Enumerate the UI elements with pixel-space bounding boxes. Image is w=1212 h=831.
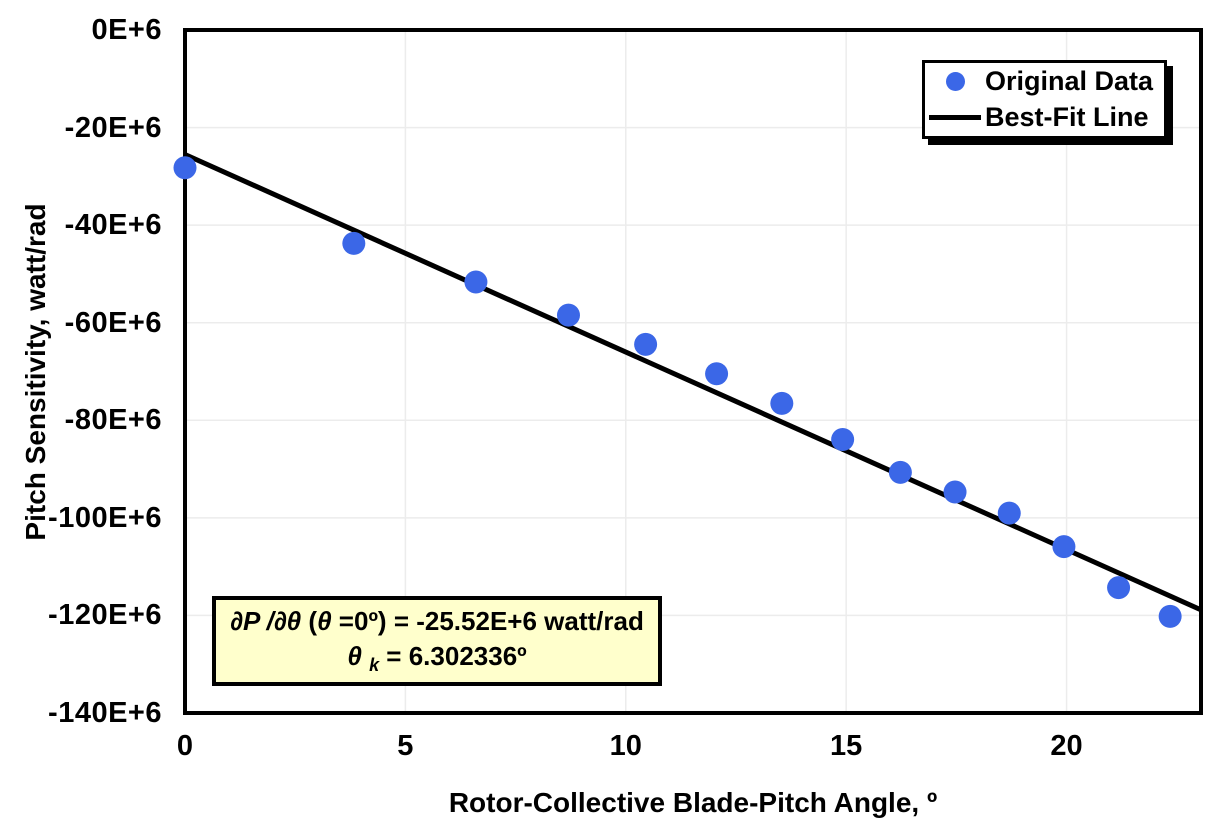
x-tick-label: 20 (1050, 731, 1082, 761)
dot-marker-icon (946, 72, 965, 91)
data-point (174, 156, 197, 179)
data-point (1159, 605, 1182, 628)
x-tick-label: 15 (830, 731, 862, 761)
legend-label: Best-Fit Line (985, 102, 1149, 133)
pitch-sensitivity-chart: 0E+6-20E+6-40E+6-60E+6-80E+6-100E+6-120E… (0, 0, 1212, 831)
y-tick-label: -20E+6 (4, 113, 162, 143)
data-point (831, 428, 854, 451)
best-fit-line (185, 155, 1201, 610)
annotation-box: ∂P /∂θ (θ =0º) = -25.52E+6 watt/rad θ k … (212, 596, 662, 686)
y-tick-label: -140E+6 (4, 698, 162, 728)
annotation-line-1: ∂P /∂θ (θ =0º) = -25.52E+6 watt/rad (230, 608, 644, 634)
data-point (770, 392, 793, 415)
legend-label: Original Data (985, 66, 1153, 97)
annotation-text-part: = 6.302336º (379, 641, 527, 671)
y-tick-label: 0E+6 (4, 15, 162, 45)
data-point (705, 362, 728, 385)
y-axis-title: Pitch Sensitivity, watt/rad (20, 203, 52, 540)
x-axis-title: Rotor-Collective Blade-Pitch Angle, º (449, 787, 937, 819)
annotation-line-2: θ k = 6.302336º (347, 643, 526, 674)
annotation-text-part: =0º) = -25.52E+6 watt/rad (339, 606, 644, 636)
data-point (634, 333, 657, 356)
data-point (944, 481, 967, 504)
data-point (464, 271, 487, 294)
annotation-text-part: θ (347, 641, 369, 671)
line-marker-icon (929, 115, 981, 120)
legend-line-swatch (925, 115, 985, 120)
x-tick-label: 5 (397, 731, 413, 761)
legend: Original Data Best-Fit Line (922, 60, 1167, 139)
legend-dot-swatch (925, 72, 985, 91)
legend-item: Original Data (925, 65, 1164, 99)
data-point (1107, 576, 1130, 599)
x-tick-label: 10 (610, 731, 642, 761)
data-point (557, 304, 580, 327)
x-tick-label: 0 (177, 731, 193, 761)
annotation-text-part: ∂P /∂θ (230, 606, 308, 636)
legend-item: Best-Fit Line (925, 100, 1164, 134)
data-point (342, 232, 365, 255)
annotation-text-part: θ (317, 606, 339, 636)
data-point (998, 502, 1021, 525)
annotation-text-part: ( (308, 606, 317, 636)
y-tick-label: -120E+6 (4, 600, 162, 630)
data-point (1052, 535, 1075, 558)
data-point (889, 461, 912, 484)
annotation-text-part: k (369, 655, 379, 675)
